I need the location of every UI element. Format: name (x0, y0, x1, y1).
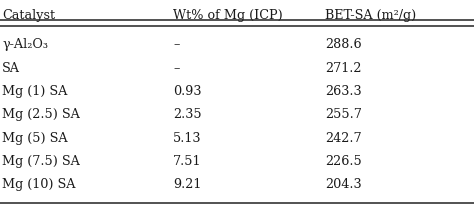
Text: Mg (5) SA: Mg (5) SA (2, 132, 68, 145)
Text: 204.3: 204.3 (325, 178, 361, 191)
Text: 288.6: 288.6 (325, 38, 361, 52)
Text: BET-SA (m²/g): BET-SA (m²/g) (325, 9, 416, 22)
Text: 0.93: 0.93 (173, 85, 201, 98)
Text: Mg (7.5) SA: Mg (7.5) SA (2, 155, 80, 168)
Text: 2.35: 2.35 (173, 108, 201, 121)
Text: 9.21: 9.21 (173, 178, 201, 191)
Text: Mg (10) SA: Mg (10) SA (2, 178, 76, 191)
Text: 7.51: 7.51 (173, 155, 201, 168)
Text: 226.5: 226.5 (325, 155, 362, 168)
Text: Catalyst: Catalyst (2, 9, 55, 22)
Text: –: – (173, 38, 179, 52)
Text: Mg (2.5) SA: Mg (2.5) SA (2, 108, 80, 121)
Text: SA: SA (2, 62, 20, 75)
Text: γ-Al₂O₃: γ-Al₂O₃ (2, 38, 48, 52)
Text: 5.13: 5.13 (173, 132, 201, 145)
Text: –: – (173, 62, 179, 75)
Text: 242.7: 242.7 (325, 132, 361, 145)
Text: 255.7: 255.7 (325, 108, 362, 121)
Text: Mg (1) SA: Mg (1) SA (2, 85, 68, 98)
Text: 263.3: 263.3 (325, 85, 361, 98)
Text: Wt% of Mg (ICP): Wt% of Mg (ICP) (173, 9, 283, 22)
Text: 271.2: 271.2 (325, 62, 361, 75)
